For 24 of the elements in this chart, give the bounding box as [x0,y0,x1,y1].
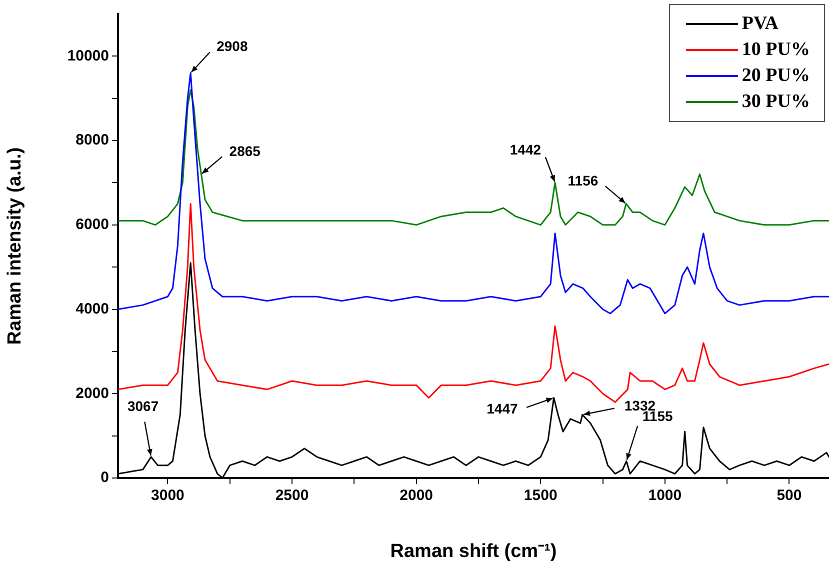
y-tick-label: 0 [100,469,109,486]
x-axis-title: Raman shift (cm⁻¹) [390,540,557,562]
x-tick-label: 2500 [275,487,309,504]
legend-label: 20 PU% [742,65,810,87]
annotation: 1447 [486,400,518,417]
annotation: 3067 [127,398,159,414]
x-tick-label: 2000 [400,487,434,504]
x-tick-label: 1500 [524,487,558,504]
x-tick-label: 1000 [648,487,682,504]
legend-label: 30 PU% [742,91,810,113]
annotation: 1442 [510,142,542,158]
legend-label: 10 PU% [742,39,810,61]
y-tick-label: 6000 [76,216,109,234]
y-tick-label: 8000 [76,132,109,149]
annotation: 2865 [229,143,261,160]
y-tick-label: 4000 [76,300,109,318]
x-tick-label: 3000 [151,487,184,504]
legend-label: PVA [742,13,779,35]
annotation: 2908 [216,38,248,54]
annotation: 1156 [568,172,598,189]
y-tick-label: 10000 [67,47,109,64]
y-axis-title: Raman intensity (a.u.) [4,147,26,345]
x-tick-label: 500 [776,487,802,504]
y-tick-label: 2000 [76,384,109,402]
